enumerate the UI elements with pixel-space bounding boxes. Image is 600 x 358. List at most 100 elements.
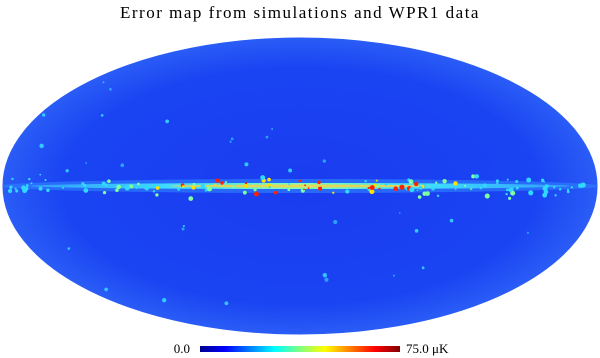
source-spot [25,184,29,187]
source-spot [369,185,375,191]
source-spot [508,187,513,193]
source-spot [384,182,388,186]
source-spot [393,186,399,192]
source-spot [416,189,419,192]
source-spot [304,184,307,187]
source-spot [229,140,232,143]
source-spot [38,186,43,191]
source-spot [287,188,291,192]
source-spot [332,191,335,194]
source-spot [470,187,473,190]
source-spot [417,195,422,199]
source-spot [464,184,467,187]
source-spot [303,188,305,191]
source-spot [191,185,196,190]
source-spot [288,168,293,173]
source-spot [375,179,378,182]
source-spot [510,190,516,196]
source-spot [398,212,401,214]
source-spot [436,194,440,198]
source-spot [82,183,87,188]
source-spot [30,182,33,185]
map-features [3,60,597,306]
source-spot [107,179,111,183]
source-spot [418,185,423,190]
title: Error map from simulations and WPR1 data [120,3,480,22]
source-spot [414,181,419,187]
source-spot [144,186,149,191]
source-spot [204,188,208,192]
source-spot [39,173,42,176]
source-spot [224,181,227,184]
colorbar-max: 75.0 μK [406,341,449,356]
source-spot [318,186,323,191]
source-spot [322,159,327,163]
source-spot [333,219,338,225]
source-spot [62,186,65,189]
source-spot [425,191,430,196]
source-spot [24,186,29,191]
source-spot [135,187,138,190]
source-spot [471,174,476,179]
source-spot [230,137,234,141]
source-spot [152,190,156,193]
source-spot [526,231,529,234]
source-spot [101,181,106,186]
source-spot [287,183,290,186]
source-spot [67,247,71,250]
source-spot [200,184,206,190]
source-spot [298,179,302,183]
source-spot [265,135,269,139]
source-spot [165,119,170,124]
colorbar-min: 0.0 [174,341,190,356]
source-spot [558,187,562,191]
source-spot [454,188,457,191]
source-spot [214,183,217,186]
source-spot [482,183,487,188]
source-spot [271,127,274,130]
source-spot [367,186,370,190]
source-spot [484,193,490,199]
source-spot [155,186,160,190]
source-spot [206,186,213,192]
source-spot [544,184,549,188]
source-spot [543,96,547,100]
source-spot [116,184,122,190]
source-spot [115,188,119,193]
source-spot [102,190,107,195]
source-spot [515,186,519,190]
source-spot [442,178,447,184]
source-spot [554,194,557,197]
source-spot [495,179,499,183]
source-spot [220,181,224,185]
source-spot [520,60,525,66]
source-spot [243,183,249,189]
source-spot [364,179,367,183]
source-spot [267,177,271,182]
source-spot [570,186,574,189]
source-spot [137,182,140,186]
source-spot [177,187,180,191]
source-spot [566,188,570,191]
source-spot [324,277,329,282]
source-spot [552,186,556,189]
source-spot [505,192,508,196]
source-spot [506,178,509,181]
source-spot [181,227,185,231]
source-spot [188,196,194,201]
source-spot [508,196,512,200]
source-spot [44,178,47,182]
source-spot [215,178,220,183]
source-spot [39,143,44,149]
source-spot [260,175,266,181]
source-spot [46,188,50,193]
source-spot [506,188,509,192]
source-spot [345,189,350,194]
source-spot [479,186,483,190]
source-spot [431,186,435,191]
source-spot [543,189,549,195]
source-spot [399,184,405,190]
source-spot [540,178,545,183]
